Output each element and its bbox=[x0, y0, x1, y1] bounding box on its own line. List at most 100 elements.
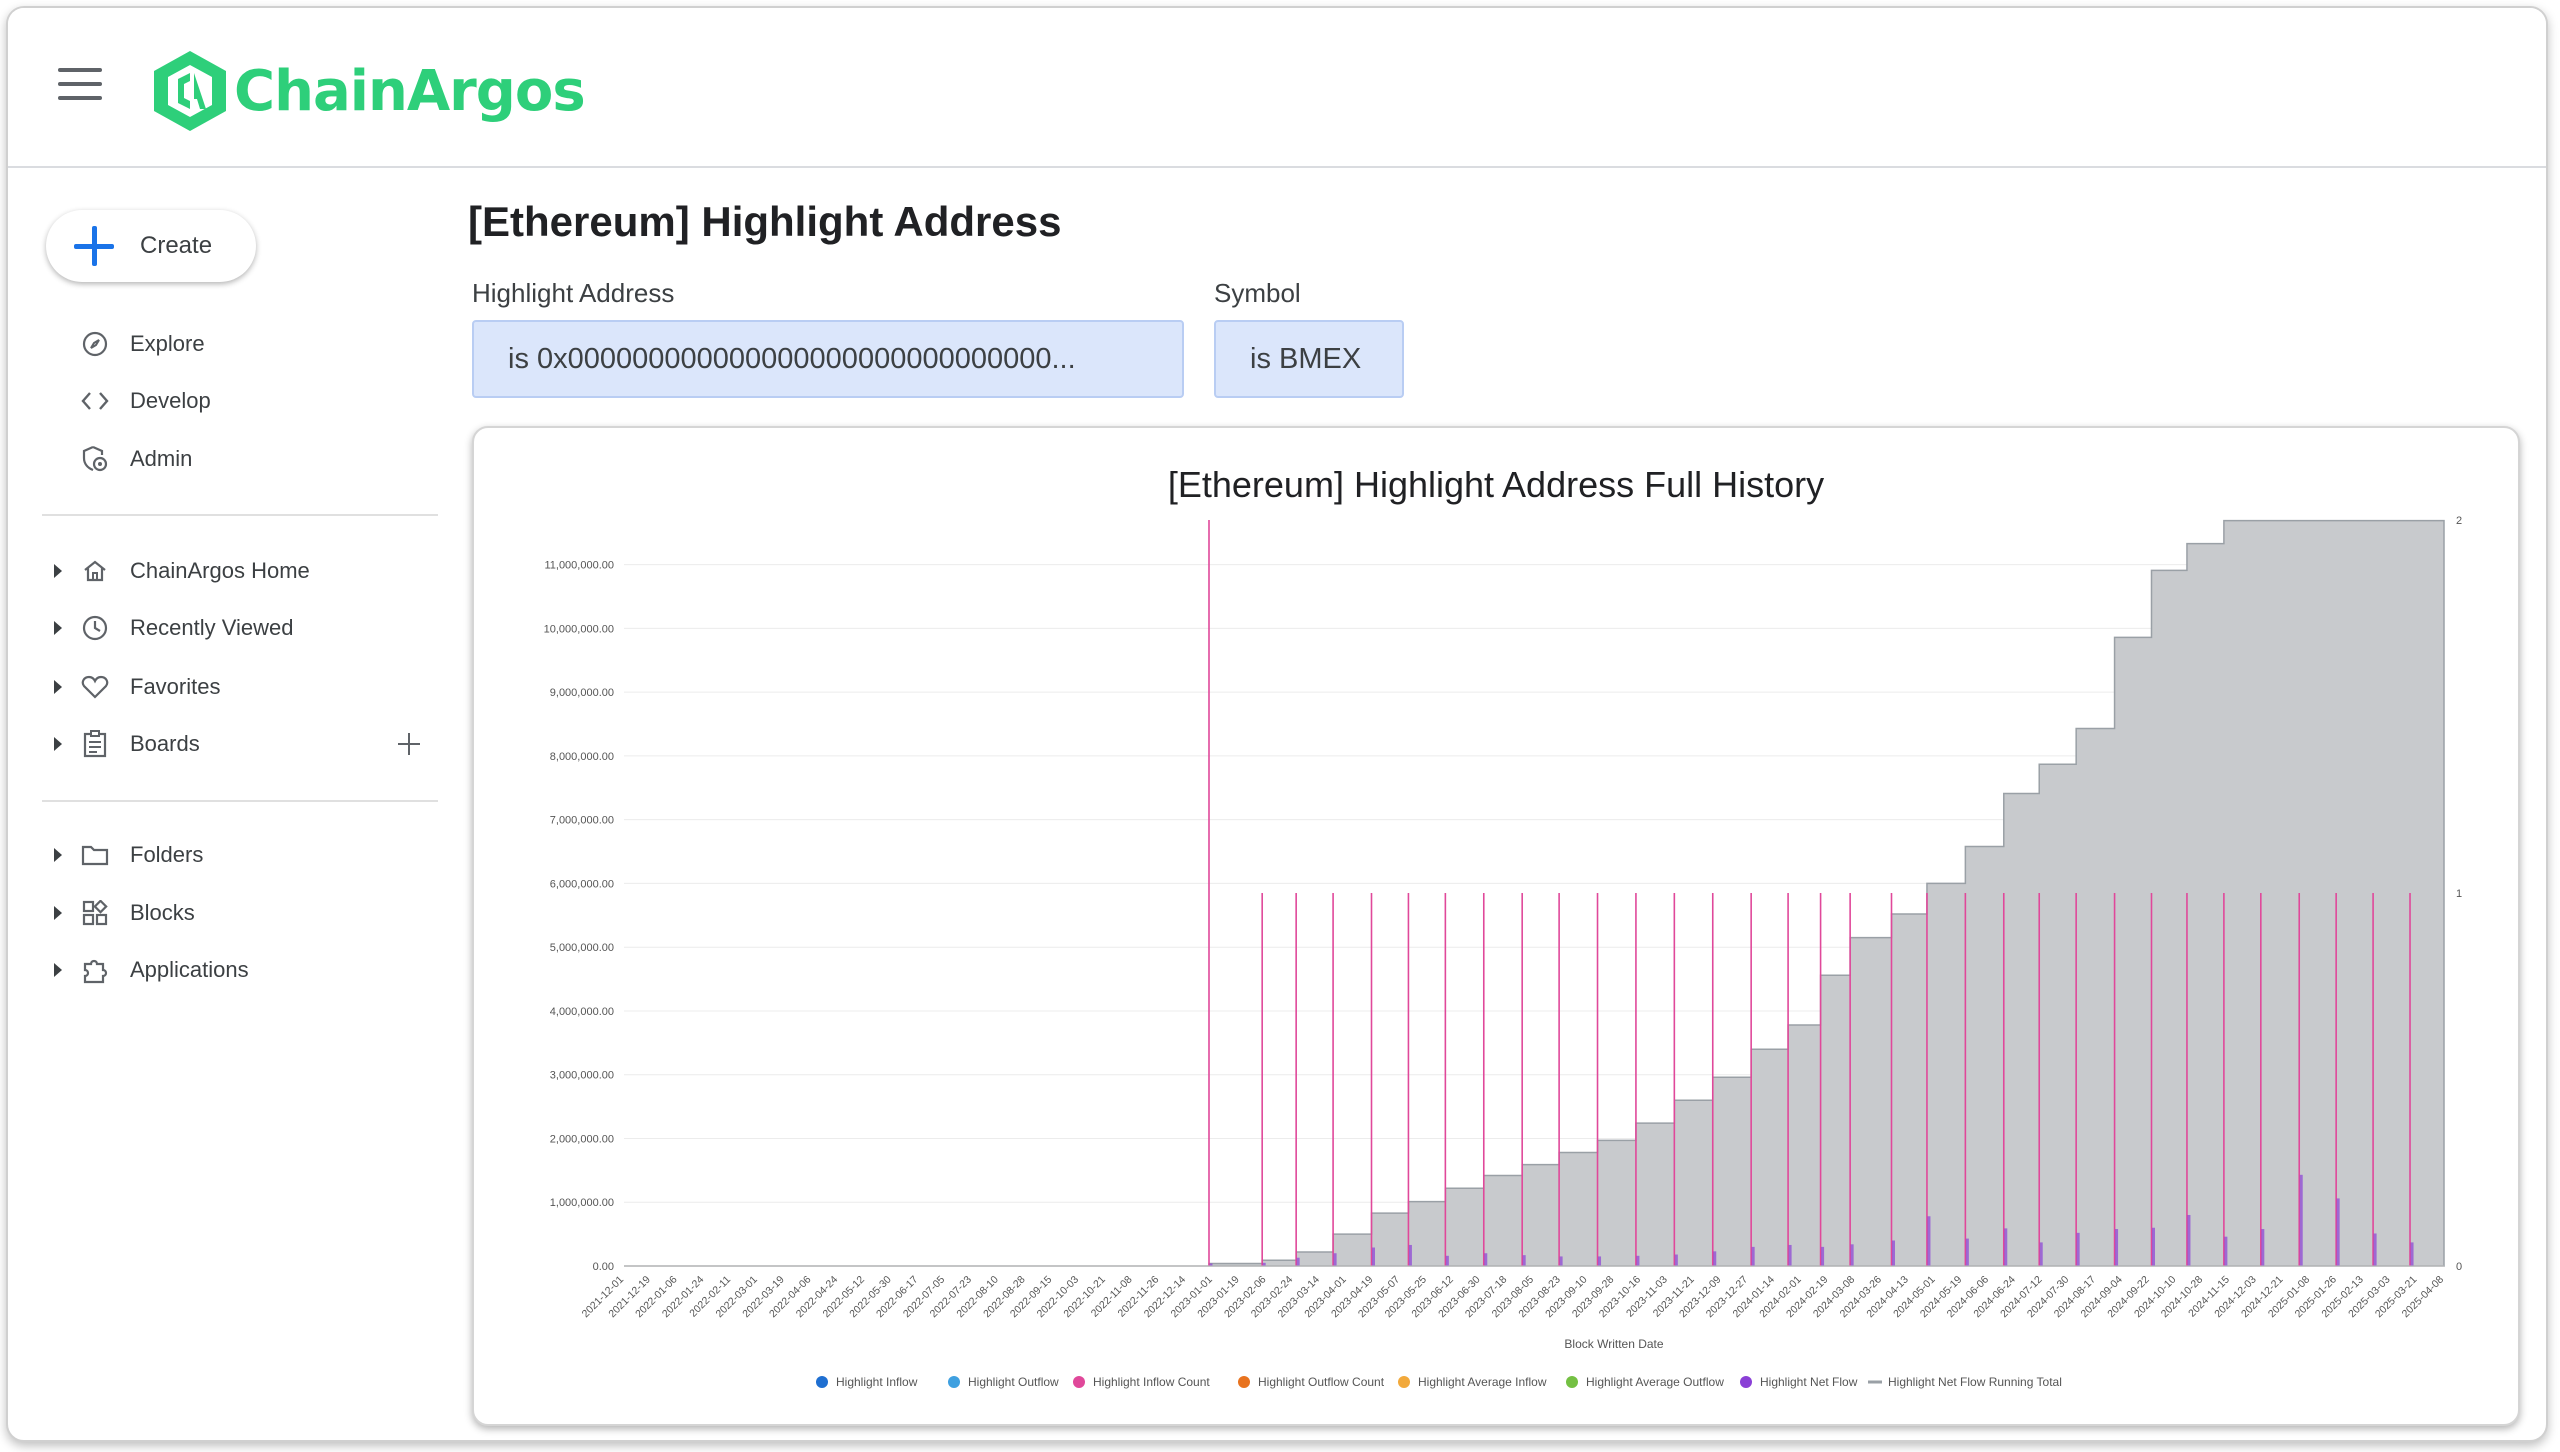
legend-label: Highlight Net Flow Running Total bbox=[1888, 1375, 2062, 1389]
net-flow-bar bbox=[2373, 1233, 2377, 1266]
net-flow-bar bbox=[1262, 1262, 1266, 1266]
chart-canvas: 0.00 1,000,000.00 2,000,000.00 3,000,000.00… bbox=[544, 515, 2462, 1389]
sidebar-item-applications[interactable]: Applications bbox=[8, 945, 428, 995]
expand-caret-icon[interactable] bbox=[54, 564, 62, 578]
sidebar-item-blocks[interactable]: Blocks bbox=[8, 888, 428, 938]
net-flow-bar bbox=[1965, 1238, 1969, 1266]
net-flow-bar bbox=[2115, 1229, 2119, 1266]
sidebar-item-develop[interactable]: Develop bbox=[8, 376, 428, 426]
y-tick-label: 10,000,000.00 bbox=[544, 623, 614, 635]
filter-label-highlight-address: Highlight Address bbox=[472, 278, 675, 308]
blocks-icon bbox=[80, 898, 110, 928]
top-header: ChainArgos bbox=[8, 8, 2546, 168]
legend-dot-marker bbox=[948, 1376, 960, 1388]
net-flow-bar bbox=[2039, 1242, 2043, 1266]
net-flow-bar bbox=[1445, 1255, 1449, 1266]
chainargos-logo[interactable]: ChainArgos bbox=[150, 48, 586, 134]
expand-caret-icon[interactable] bbox=[54, 906, 62, 920]
sidebar-item-folders[interactable]: Folders bbox=[8, 830, 428, 880]
sidebar-item-favorites[interactable]: Favorites bbox=[8, 662, 428, 712]
app-window: ChainArgos Create Explore Develop Admin … bbox=[6, 6, 2548, 1442]
net-flow-bar bbox=[1674, 1254, 1678, 1266]
chart-card: [Ethereum] Highlight Address Full Histor… bbox=[472, 426, 2520, 1426]
sidebar-item-label: ChainArgos Home bbox=[130, 558, 310, 583]
y-tick-label: 1,000,000.00 bbox=[550, 1197, 614, 1209]
symbol-filter[interactable]: is BMEX bbox=[1214, 320, 1404, 398]
legend-label: Highlight Inflow bbox=[836, 1375, 918, 1389]
net-flow-bar bbox=[1927, 1216, 1931, 1266]
legend-label: Highlight Average Inflow bbox=[1418, 1375, 1547, 1389]
y-tick-label: 11,000,000.00 bbox=[544, 560, 614, 572]
chart-legend: Highlight Inflow Highlight Outflow Highlig… bbox=[816, 1375, 2062, 1389]
sidebar-item-label: Explore bbox=[130, 331, 205, 356]
plus-icon bbox=[74, 226, 114, 266]
sidebar-item-label: Applications bbox=[130, 957, 249, 982]
legend-label: Highlight Inflow Count bbox=[1093, 1375, 1210, 1389]
net-flow-bar bbox=[2261, 1229, 2265, 1266]
page-title: [Ethereum] Highlight Address bbox=[468, 198, 1062, 245]
y-tick-label: 2,000,000.00 bbox=[550, 1133, 614, 1145]
net-flow-bar bbox=[1408, 1244, 1412, 1266]
heart-icon bbox=[80, 672, 110, 702]
hamburger-menu-icon[interactable] bbox=[58, 68, 102, 102]
highlight-address-filter[interactable]: is 0x000000000000000000000000000000... bbox=[472, 320, 1184, 398]
y-tick-label: 0.00 bbox=[593, 1261, 614, 1273]
net-flow-bar bbox=[1892, 1240, 1895, 1266]
net-flow-bar bbox=[1598, 1256, 1602, 1266]
y-tick-label: 5,000,000.00 bbox=[550, 942, 614, 954]
legend-dot-marker bbox=[1398, 1376, 1410, 1388]
net-flow-bar bbox=[2299, 1174, 2303, 1266]
create-button-label: Create bbox=[140, 232, 213, 259]
sidebar-item-explore[interactable]: Explore bbox=[8, 319, 428, 369]
sidebar-item-admin[interactable]: Admin bbox=[8, 434, 428, 484]
net-flow-bar bbox=[2187, 1214, 2191, 1266]
net-flow-bar bbox=[1372, 1247, 1375, 1266]
sidebar-divider bbox=[42, 800, 438, 802]
legend-dot-marker bbox=[1740, 1376, 1752, 1388]
net-flow-bar bbox=[2224, 1236, 2228, 1266]
sidebar-item-chainargos-home[interactable]: ChainArgos Home bbox=[8, 546, 428, 596]
expand-caret-icon[interactable] bbox=[54, 963, 62, 977]
folder-icon bbox=[80, 840, 110, 870]
legend-dot-marker bbox=[1073, 1376, 1085, 1388]
add-board-plus-icon[interactable] bbox=[396, 731, 422, 757]
sidebar-item-label: Blocks bbox=[130, 900, 195, 925]
net-flow-bar bbox=[1636, 1255, 1640, 1266]
expand-caret-icon[interactable] bbox=[54, 848, 62, 862]
y-tick-label: 6,000,000.00 bbox=[550, 878, 614, 890]
puzzle-icon bbox=[80, 955, 110, 985]
home-icon bbox=[80, 556, 110, 586]
expand-caret-icon[interactable] bbox=[54, 621, 62, 635]
expand-caret-icon[interactable] bbox=[54, 680, 62, 694]
net-flow-bar bbox=[1751, 1246, 1755, 1266]
y-right-tick-label: 1 bbox=[2456, 888, 2462, 900]
y-tick-label: 9,000,000.00 bbox=[550, 687, 614, 699]
legend-label: Highlight Net Flow bbox=[1760, 1375, 1858, 1389]
y-right-tick-label: 2 bbox=[2456, 515, 2462, 527]
chainargos-logo-icon bbox=[154, 51, 226, 131]
legend-label: Highlight Outflow bbox=[968, 1375, 1059, 1389]
x-axis-title: Block Written Date bbox=[1564, 1337, 1663, 1351]
legend-label: Highlight Outflow Count bbox=[1258, 1375, 1385, 1389]
sidebar-item-label: Boards bbox=[130, 731, 200, 756]
board-icon bbox=[80, 729, 110, 759]
net-flow-bar bbox=[1821, 1246, 1825, 1266]
y-tick-label: 7,000,000.00 bbox=[550, 815, 614, 827]
sidebar-item-recently-viewed[interactable]: Recently Viewed bbox=[8, 603, 428, 653]
net-flow-bar bbox=[2336, 1198, 2340, 1266]
sidebar-divider bbox=[42, 514, 438, 516]
sidebar-item-label: Admin bbox=[130, 446, 193, 471]
legend-label: Highlight Average Outflow bbox=[1586, 1375, 1724, 1389]
compass-icon bbox=[80, 329, 110, 359]
expand-caret-icon[interactable] bbox=[54, 737, 62, 751]
y-right-tick-label: 0 bbox=[2456, 1261, 2462, 1273]
net-flow-bar bbox=[1209, 1263, 1213, 1266]
net-flow-bar bbox=[1788, 1244, 1792, 1266]
sidebar-item-boards[interactable]: Boards bbox=[8, 719, 428, 769]
create-button[interactable]: Create bbox=[46, 210, 256, 282]
code-icon bbox=[80, 386, 110, 416]
net-flow-bar bbox=[1296, 1257, 1300, 1266]
y-tick-label: 4,000,000.00 bbox=[550, 1006, 614, 1018]
sidebar-item-label: Favorites bbox=[130, 674, 221, 699]
sidebar: Create Explore Develop Admin ChainArgos … bbox=[8, 168, 438, 1440]
